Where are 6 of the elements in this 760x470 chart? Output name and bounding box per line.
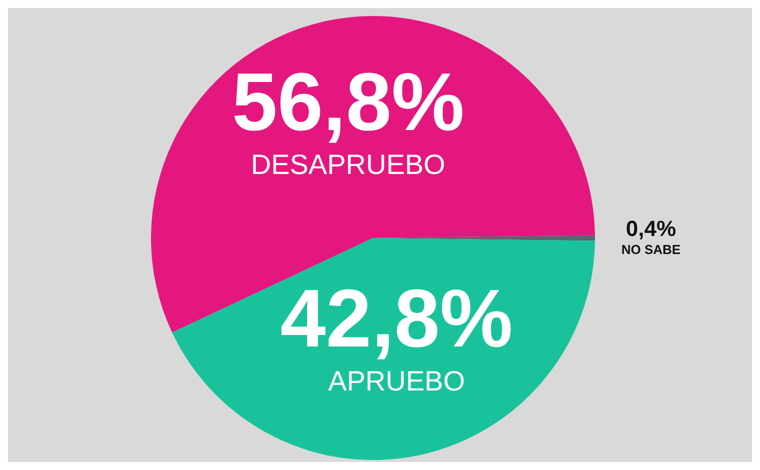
data-label: 0,4% [626, 216, 676, 241]
slice-label: DESAPRUEBO [250, 148, 446, 180]
data-label: 56,8% [232, 56, 464, 148]
data-label: 42,8% [280, 273, 513, 364]
slice-label: APRUEBO [328, 365, 465, 396]
slice-label: NO SABE [621, 242, 681, 257]
